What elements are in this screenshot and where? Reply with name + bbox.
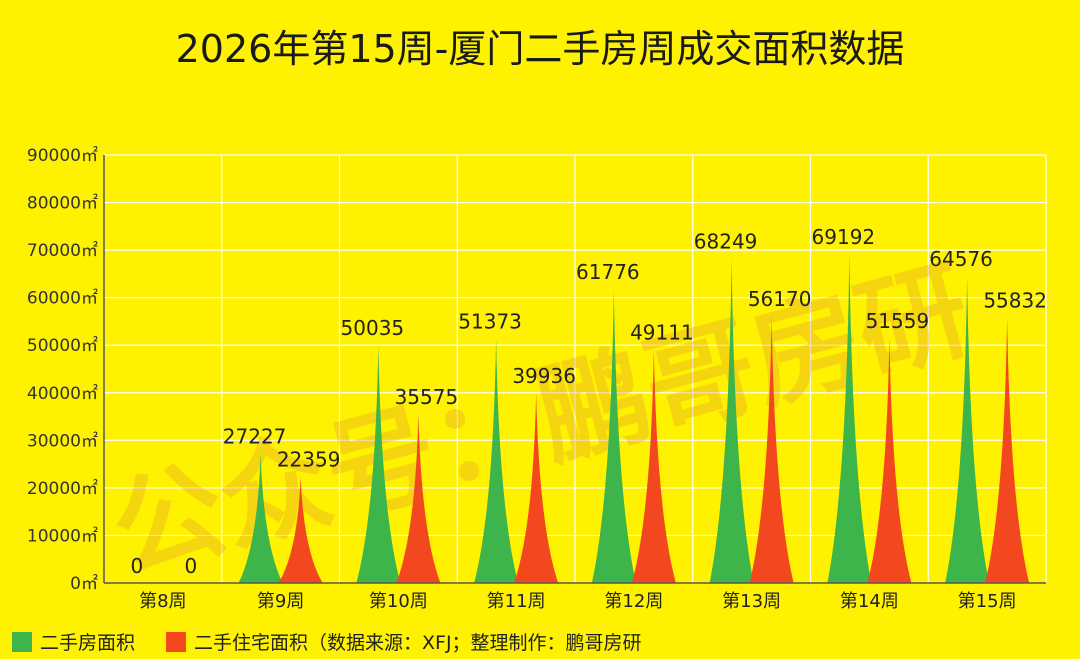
bar-series1-6 <box>867 337 912 583</box>
x-tick-label: 第8周 <box>139 591 186 612</box>
y-tick-label: 90000㎡ <box>27 146 98 166</box>
x-tick-label: 第12周 <box>604 591 663 612</box>
bar-series0-5 <box>709 258 754 583</box>
data-label-series0-3: 51373 <box>458 310 522 334</box>
bar-series1-7 <box>985 317 1030 583</box>
bar-series1-5 <box>749 315 794 583</box>
bar-series0-7 <box>945 275 990 583</box>
data-label-series1-1: 22359 <box>277 448 341 472</box>
data-label-series0-1: 27227 <box>223 425 287 449</box>
data-label-series1-4: 49111 <box>630 320 694 344</box>
bar-series0-2 <box>356 345 401 583</box>
bar-series1-3 <box>514 393 559 583</box>
bar-series1-4 <box>631 349 676 583</box>
data-label-series1-5: 56170 <box>748 287 812 311</box>
data-label-series0-7: 64576 <box>929 247 993 271</box>
legend-label-0: 二手房面积 <box>40 632 135 654</box>
x-tick-label: 第9周 <box>257 591 304 612</box>
y-tick-label: 30000㎡ <box>27 431 98 451</box>
bar-series0-6 <box>827 253 872 583</box>
chart-title: 2026年第15周-厦门二手房周成交面积数据 <box>176 27 905 71</box>
y-tick-label: 10000㎡ <box>27 526 98 546</box>
x-tick-label: 第15周 <box>958 591 1017 612</box>
legend: 二手房面积 二手住宅面积（数据来源：XFJ；整理制作：鹏哥房研 <box>12 632 642 654</box>
x-tick-label: 第10周 <box>369 591 428 612</box>
x-tick-label: 第13周 <box>722 591 781 612</box>
y-tick-label: 80000㎡ <box>27 194 98 214</box>
y-tick-label: 50000㎡ <box>27 336 98 356</box>
data-label-series1-3: 39936 <box>512 364 576 388</box>
bar-series1-1 <box>278 476 323 583</box>
data-label-series1-6: 51559 <box>866 309 930 333</box>
data-label-series1-7: 55832 <box>983 288 1047 312</box>
legend-label-1: 二手住宅面积（数据来源：XFJ；整理制作：鹏哥房研 <box>194 632 642 654</box>
data-label-series0-5: 68249 <box>694 229 758 253</box>
data-label-series1-2: 35575 <box>395 385 459 409</box>
x-tick-label: 第14周 <box>840 591 899 612</box>
y-tick-label: 20000㎡ <box>27 479 98 499</box>
bar-series0-3 <box>474 338 519 583</box>
bar-series0-4 <box>591 289 636 583</box>
grid-lines <box>103 154 1047 583</box>
bar-series0-1 <box>238 453 283 583</box>
data-label-series1-0: 0 <box>185 554 198 578</box>
data-label-series0-0: 0 <box>130 554 143 578</box>
y-tick-label: 40000㎡ <box>27 384 98 404</box>
data-label-series0-4: 61776 <box>576 260 640 284</box>
axes: 0㎡ 10000㎡ 20000㎡ 30000㎡ 40000㎡ 50000㎡ 60000㎡ 70… <box>27 146 1046 612</box>
x-tick-label: 第11周 <box>487 591 546 612</box>
y-tick-label: 60000㎡ <box>27 289 98 309</box>
bar-series1-2 <box>396 413 441 583</box>
legend-swatch-0 <box>12 632 32 652</box>
bars <box>238 253 1030 583</box>
y-tick-label: 0㎡ <box>70 574 98 594</box>
labels: 0 27227 50035 51373 61776 68249 69192 64576 0 223… <box>130 225 1046 578</box>
data-label-series0-6: 69192 <box>812 225 876 249</box>
legend-swatch-1 <box>166 632 186 652</box>
data-label-series0-2: 50035 <box>341 316 405 340</box>
y-tick-label: 70000㎡ <box>27 241 98 261</box>
